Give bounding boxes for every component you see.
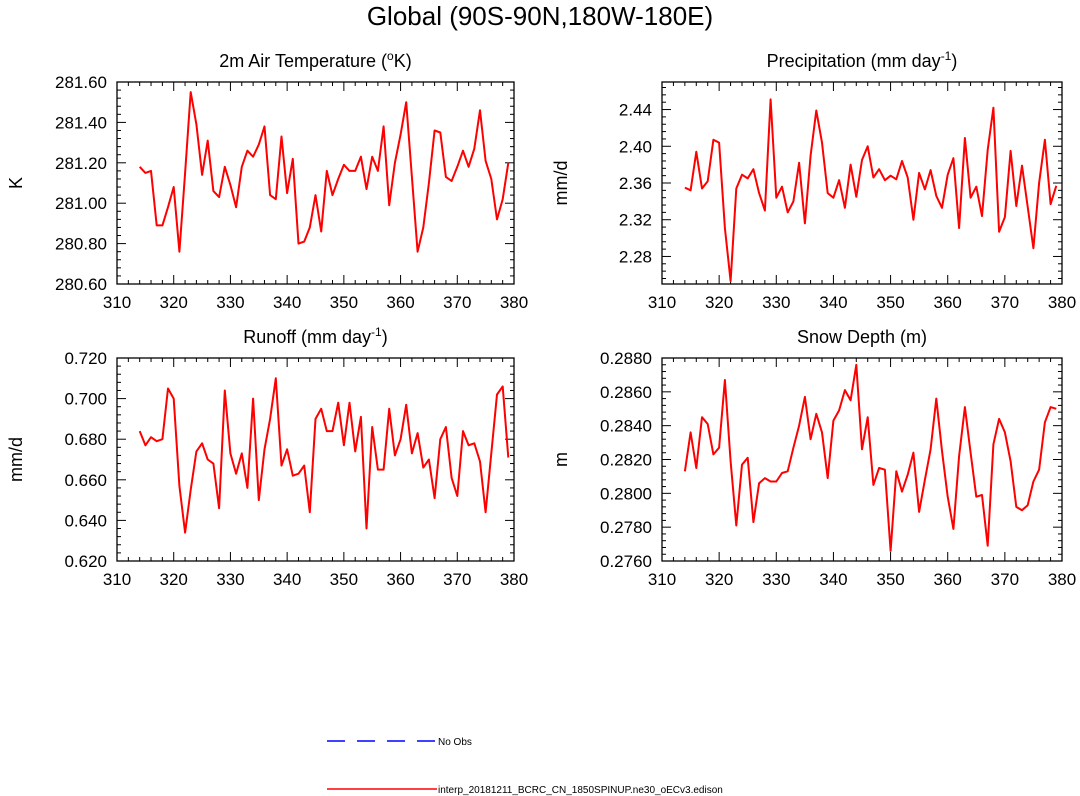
x-tick-label: 360 [386,293,414,312]
y-tick-label: 0.700 [64,390,107,409]
x-tick-label: 360 [386,570,414,589]
y-tick-label: 2.28 [619,247,652,266]
y-tick-label: 0.660 [64,471,107,490]
chart-panel-1: 2m Air Temperature (oK) K 310 320 330 340 350 3… [6,49,528,312]
chart-panel-2: Precipitation (mm day-1) mm/d 310 320 330 340… [551,49,1076,312]
y-tick-label: 281.60 [55,73,107,92]
series-line-1 [684,98,1058,283]
x-tick-label: 330 [762,293,790,312]
plot-frame [116,81,515,285]
plot-frame [116,357,515,562]
x-tick-label: 340 [819,293,847,312]
x-tick-label: 350 [330,570,358,589]
x-tick-label: 350 [876,293,904,312]
panel-title: Snow Depth (m) [797,327,927,347]
x-tick-label: 380 [1048,570,1076,589]
y-tick-label: 280.60 [55,275,107,294]
x-tick-label: 320 [705,293,733,312]
panel-title: Runoff (mm day-1) [243,325,387,347]
x-tick-label: 370 [991,293,1019,312]
x-tick-label: 380 [500,570,528,589]
x-tick-label: 360 [934,570,962,589]
x-tick-label: 320 [705,570,733,589]
y-tick-label: 0.640 [64,511,107,530]
series-line-1 [138,91,510,253]
legend-model-label: interp_20181211_BCRC_CN_1850SPINUP.ne30_… [438,785,723,796]
y-axis-label: mm/d [6,437,26,482]
panel-title: 2m Air Temperature (oK) [219,49,411,71]
x-tick-label: 330 [216,570,244,589]
x-tick-label: 340 [273,293,301,312]
legend: No Obs interp_20181211_BCRC_CN_1850SPINU… [327,737,723,796]
y-tick-label: 0.2800 [600,484,652,503]
series-line-1 [138,377,510,534]
main-title: Global (90S-90N,180W-180E) [367,1,713,31]
series-line-1 [683,363,1057,552]
y-axis-label: mm/d [551,161,571,206]
y-tick-label: 2.32 [619,211,652,230]
panel-title: Precipitation (mm day-1) [767,49,958,71]
x-tick-label: 370 [443,293,471,312]
y-tick-label: 0.2780 [600,518,652,537]
x-tick-label: 310 [648,293,676,312]
x-tick-label: 330 [216,293,244,312]
x-tick-label: 340 [273,570,301,589]
x-tick-label: 310 [648,570,676,589]
y-tick-label: 280.80 [55,235,107,254]
legend-obs-label: No Obs [438,737,472,748]
x-tick-label: 370 [991,570,1019,589]
y-tick-label: 0.2820 [600,451,652,470]
y-tick-label: 2.36 [619,174,652,193]
chart-panel-3: Runoff (mm day-1) mm/d 310 320 330 340 350 360 3… [6,325,528,589]
x-tick-label: 340 [819,570,847,589]
x-tick-label: 330 [762,570,790,589]
x-tick-label: 320 [160,570,188,589]
y-tick-label: 281.00 [55,194,107,213]
y-axis-label: m [551,452,571,467]
x-tick-label: 310 [103,293,131,312]
x-tick-label: 350 [330,293,358,312]
plot-frame [661,357,1063,562]
y-tick-label: 281.20 [55,154,107,173]
panel-group: 2m Air Temperature (oK) K 310 320 330 340 350 3… [6,49,1076,589]
x-tick-label: 350 [876,570,904,589]
y-tick-label: 2.40 [619,137,652,156]
y-tick-label: 281.40 [55,113,107,132]
x-tick-label: 380 [1048,293,1076,312]
x-tick-label: 360 [934,293,962,312]
y-tick-label: 0.2860 [600,383,652,402]
y-tick-label: 0.2760 [600,552,652,571]
chart-panel-4: Snow Depth (m) m 310 320 330 340 350 360 370 380 0… [551,327,1076,589]
y-axis-label: K [6,177,26,189]
y-tick-label: 0.2880 [600,349,652,368]
x-tick-label: 380 [500,293,528,312]
x-tick-label: 370 [443,570,471,589]
y-tick-label: 0.2840 [600,417,652,436]
x-tick-label: 310 [103,570,131,589]
x-tick-label: 320 [160,293,188,312]
y-tick-label: 0.680 [64,430,107,449]
y-tick-label: 0.620 [64,552,107,571]
y-tick-label: 2.44 [619,101,652,120]
y-tick-label: 0.720 [64,349,107,368]
